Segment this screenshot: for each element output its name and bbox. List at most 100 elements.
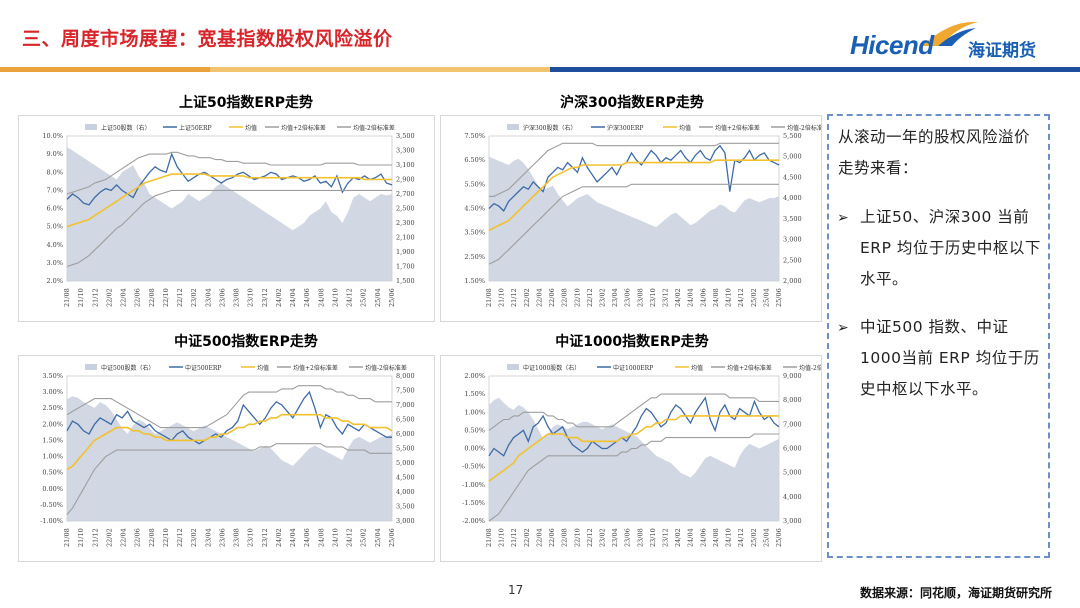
y-right-tick-label: 2,900 [396,176,415,184]
chart-panel-sz50: 上证50股数（右） 上证50ERP 均值 均值+2倍标准差 均值-2倍标准差 10.0% 9… [18,115,435,322]
data-source: 数据来源：同花顺，海证期货研究所 [859,586,1052,600]
x-tick-label: 25/04 [374,288,382,307]
upper-band-line [66,385,392,429]
x-tick-label: 22/06 [134,288,142,307]
x-tick-label: 24/06 [303,288,311,307]
y-right-tick-label: 3,500 [396,132,415,140]
y-right-tick-label: 4,500 [396,474,415,482]
lower-band-line [488,433,779,522]
header-divider-orange-right [210,67,550,72]
y-left-tick-label: 0.00% [464,445,485,453]
lower-band-line [66,443,392,515]
y-right-tick-label: 3,100 [396,161,415,169]
y-left-tick-label: 1.00% [42,453,63,461]
page-title: 三、周度市场展望：宽基指数股权风险溢价 [22,28,393,50]
legend-swatch [507,124,519,130]
arrow-bullet-icon: ➢ [837,210,849,226]
x-tick-label: 22/02 [105,288,113,307]
legend-label: 均值+2倍标准差 [727,364,772,372]
y-left-tick-label: 0.50% [464,426,485,434]
legend-label: 均值 [691,364,703,372]
y-right-tick-label: 5,000 [783,469,802,477]
mean-line [66,173,392,228]
mean-line [66,413,393,471]
header-divider-orange [0,67,300,72]
x-tick-label: 24/08 [712,528,720,547]
y-right-tick-label: 6,500 [396,416,415,424]
legend-label: 均值 [257,364,269,372]
x-tick-label: 24/12 [737,288,745,307]
y-left-tick-label: 2.00% [464,372,485,380]
legend-label: 均值-2倍标准差 [799,364,821,372]
y-right-tick-label: 3,300 [396,147,415,155]
y-left-tick-label: 7.50% [464,132,485,140]
x-tick-label: 21/10 [498,288,506,307]
x-tick-label: 24/10 [331,528,339,547]
x-tick-label: 23/04 [611,288,619,307]
legend-label: 上证50股数（右） [101,124,151,132]
y-right-tick-label: 6,000 [396,430,415,438]
x-tick-label: 24/08 [317,528,325,547]
x-tick-label: 24/08 [712,288,720,307]
x-tick-label: 21/10 [77,528,85,547]
y-right-tick-label: 1,900 [396,248,415,256]
legend-label: 均值+2倍标准差 [281,124,326,132]
commentary-bullet-1: 上证50、沪深300 当前 ERP 均位于历史中枢以下水平。 [860,208,1041,288]
y-left-tick-label: 1.00% [464,408,485,416]
erp-line [66,390,392,445]
x-tick-label: 24/02 [674,528,682,547]
x-tick-label: 24/08 [317,288,325,307]
x-tick-label: 23/02 [190,288,198,307]
x-tick-label: 22/02 [523,288,531,307]
mean-line [488,415,779,482]
y-right-tick-label: 2,100 [396,234,415,242]
x-tick-label: 24/02 [275,528,283,547]
y-left-tick-label: 1.50% [42,436,63,444]
chart-legend: 上证50股数（右） 上证50ERP 均值 均值+2倍标准差 均值-2倍标准差 [85,124,395,132]
logo-text-en: Hicend [850,30,934,60]
upper-band-line [489,142,779,197]
y-left-tick-label: -2.00% [462,517,485,525]
x-tick-label: 23/06 [218,528,226,547]
index-area [67,396,392,521]
y-right-tick-label: 3,000 [783,236,802,244]
x-tick-label: 25/06 [388,528,396,547]
x-tick-label: 25/02 [360,288,368,307]
x-tick-label: 22/02 [105,528,113,547]
x-tick-label: 25/06 [388,288,396,307]
y-right-tick-label: 1,700 [396,263,415,271]
y-left-tick-label: 8.0% [46,168,63,176]
y-right-tick-label: 4,000 [783,493,802,501]
x-tick-label: 25/02 [750,288,758,307]
y-right-tick-label: 7,000 [396,401,415,409]
x-tick-label: 21/12 [91,528,99,547]
y-right-tick-label: 2,300 [396,219,415,227]
y-right-tick-label: 5,000 [396,459,415,467]
legend-swatch [507,364,519,370]
y-left-tick-label: -0.50% [40,501,63,509]
x-tick-label: 25/06 [775,288,783,307]
x-tick-label: 24/02 [674,288,682,307]
arrow-bullet-icon: ➢ [837,320,849,336]
x-tick-label: 23/06 [624,528,632,547]
x-tick-label: 24/04 [687,528,695,547]
x-tick-label: 24/06 [699,288,707,307]
chart-panel-hs300: 沪深300股数（右） 沪深300ERP 均值 均值+2倍标准差 均值-2倍标准差 7.50… [440,115,829,322]
commentary-box: 从滚动一年的股权风险溢价走势来看： ➢ 上证50、沪深300 当前 ERP 均位… [827,114,1050,558]
legend-label: 中证1000股数（右） [523,364,580,372]
legend-label: 上证50ERP [179,124,212,132]
x-tick-label: 22/02 [523,528,531,547]
x-tick-label: 25/06 [775,528,783,547]
y-left-tick-label: 4.0% [46,241,63,249]
x-tick-label: 25/04 [374,528,382,547]
y-right-tick-label: 4,000 [783,194,802,202]
x-tick-label: 22/04 [120,288,128,307]
y-left-tick-label: 2.50% [464,253,485,261]
x-tick-label: 23/06 [218,288,226,307]
y-left-tick-label: 0.00% [42,485,63,493]
legend-label: 均值-2倍标准差 [365,364,407,372]
y-right-tick-label: 3,500 [396,503,415,511]
y-right-tick-label: 3,000 [396,517,415,525]
x-tick-label: 22/12 [176,288,184,307]
chart-zz1000: 中证1000股数（右） 中证1000ERP 均值 均值+2倍标准差 均值-2倍标准差 2.… [462,364,841,547]
